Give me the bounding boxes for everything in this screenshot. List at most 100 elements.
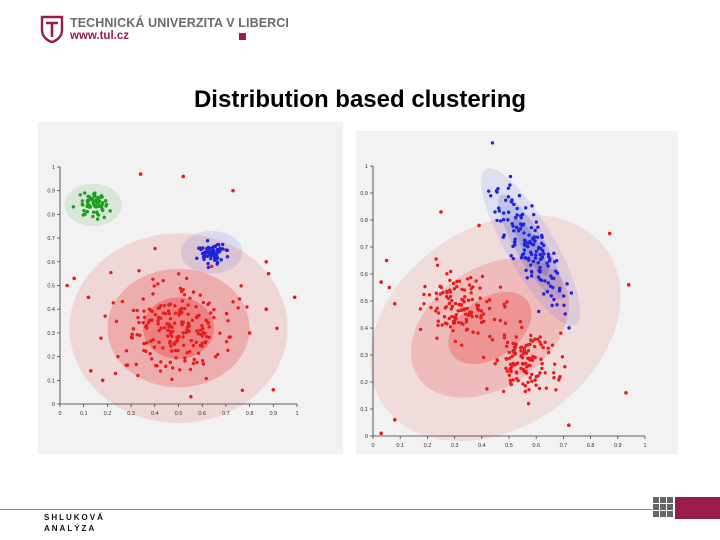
data-point: [527, 233, 531, 237]
data-point: [168, 317, 173, 321]
data-point: [554, 388, 558, 392]
data-point: [436, 311, 441, 315]
data-point: [141, 320, 145, 325]
data-point: [529, 333, 533, 338]
data-point: [546, 281, 551, 285]
data-point: [201, 300, 206, 305]
data-point: [539, 253, 543, 257]
data-point: [467, 283, 472, 287]
data-point: [149, 339, 153, 343]
data-point: [168, 360, 173, 365]
data-point: [545, 261, 549, 265]
data-point: [136, 373, 140, 378]
data-point: [135, 308, 139, 313]
data-point: [176, 335, 181, 339]
data-point: [100, 195, 104, 199]
data-point: [504, 198, 508, 202]
data-point: [151, 292, 155, 296]
data-point: [275, 326, 279, 331]
data-point: [562, 303, 566, 308]
data-point: [524, 351, 529, 355]
data-point: [501, 389, 506, 394]
data-point: [218, 246, 222, 250]
data-point: [245, 305, 249, 309]
x-tick-label: 1: [295, 411, 298, 417]
data-point: [526, 342, 531, 347]
data-point: [528, 376, 532, 380]
data-point: [156, 282, 160, 286]
data-point: [194, 340, 198, 344]
data-point: [522, 252, 526, 256]
data-point: [137, 269, 141, 273]
data-point: [422, 302, 426, 306]
footer-caption: SHLUKOVÁ ANALÝZA: [44, 512, 105, 534]
data-point: [423, 284, 427, 289]
data-point: [505, 357, 509, 361]
data-point: [533, 378, 537, 382]
data-point: [523, 243, 527, 248]
data-point: [150, 357, 154, 361]
data-point: [162, 326, 167, 330]
university-website[interactable]: www.tul.cz: [70, 30, 129, 42]
data-point: [480, 274, 485, 279]
data-point: [167, 311, 171, 316]
data-point: [201, 326, 205, 331]
data-point: [239, 284, 243, 288]
data-point: [502, 302, 506, 306]
data-point: [198, 328, 203, 332]
data-point: [520, 356, 525, 360]
data-point: [181, 335, 185, 339]
data-point: [488, 194, 493, 198]
data-point: [200, 344, 204, 348]
data-point: [515, 206, 519, 211]
data-point: [493, 362, 497, 366]
data-point: [435, 306, 440, 311]
data-point: [534, 374, 539, 379]
data-point: [519, 366, 523, 371]
x-tick-label: 0.1: [396, 443, 404, 449]
y-tick-label: 0.8: [360, 218, 368, 224]
data-point: [418, 307, 423, 311]
data-point: [96, 202, 100, 206]
data-point: [200, 251, 205, 256]
data-point: [86, 199, 91, 203]
data-point: [447, 301, 452, 306]
data-point: [191, 361, 196, 366]
outlier-point: [392, 301, 397, 306]
data-point: [563, 312, 567, 316]
scatter-plot-left: 0 0.1 0.2 0.3 0.4 0.5 0.6 0.7 0.8 0.9 1 0 0.1 0.2 0.3 0…: [38, 122, 343, 454]
data-point: [151, 277, 155, 281]
data-point: [231, 300, 235, 304]
data-point: [189, 394, 193, 399]
y-tick-label: 0.6: [360, 272, 368, 278]
data-point: [108, 209, 112, 213]
data-point: [146, 320, 151, 325]
data-point: [157, 340, 161, 344]
data-point: [99, 203, 103, 208]
data-point: [540, 361, 544, 366]
data-point: [155, 364, 159, 368]
x-tick-label: 0.5: [505, 443, 513, 449]
data-point: [464, 328, 469, 332]
data-point: [502, 333, 507, 337]
data-point: [536, 225, 540, 229]
data-point: [116, 354, 120, 359]
data-point: [201, 362, 206, 366]
data-point: [495, 218, 499, 223]
data-point: [204, 376, 208, 381]
data-point: [236, 306, 240, 310]
data-point: [150, 318, 154, 322]
data-point: [518, 227, 523, 231]
x-tick-label: 0.2: [104, 411, 112, 417]
data-point: [536, 337, 540, 341]
data-point: [203, 250, 207, 254]
data-point: [157, 328, 161, 333]
x-tick-label: 0.2: [424, 443, 432, 449]
data-point: [501, 217, 506, 222]
data-point: [173, 304, 177, 308]
data-point: [209, 250, 213, 254]
data-point: [502, 336, 507, 340]
y-tick-label: 0: [365, 434, 368, 440]
data-point: [99, 336, 103, 340]
data-point: [552, 276, 556, 281]
